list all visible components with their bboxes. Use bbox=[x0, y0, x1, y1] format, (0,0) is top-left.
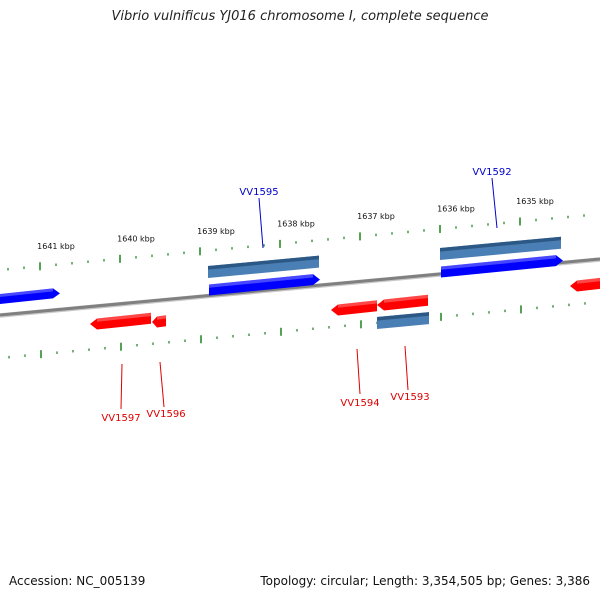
kbp-label: 1635 kbp bbox=[516, 197, 554, 206]
gene-arrow-vv1594-body bbox=[331, 300, 377, 316]
gene-label-vv1593: VV1593 bbox=[390, 392, 429, 403]
gene-leader-line bbox=[159, 361, 165, 408]
gene-arrow-vv1593 bbox=[377, 294, 428, 311]
gene-arrow-vv1597-highlight bbox=[97, 312, 151, 322]
gene-arrow-vv1594 bbox=[331, 300, 377, 316]
inner-tick-track bbox=[8, 302, 586, 359]
gene-labels: VV1595 VV1592 VV1597 VV1596 VV1594 VV1593 bbox=[101, 167, 511, 424]
gene-arrow-vv1595-highlight bbox=[209, 274, 313, 288]
accession-text: Accession: NC_005139 bbox=[9, 574, 146, 588]
gene-arrow-left-edge-highlight bbox=[0, 288, 53, 297]
gene-label-vv1592: VV1592 bbox=[472, 167, 511, 178]
cds-bar-vv1592 bbox=[440, 236, 561, 260]
gene-arrow-left-edge bbox=[0, 288, 60, 304]
feature-track bbox=[0, 236, 600, 330]
kbp-label: 1639 kbp bbox=[197, 227, 235, 236]
cds-bar-vv1595-shade bbox=[208, 255, 319, 270]
gene-label-vv1596: VV1596 bbox=[146, 409, 185, 420]
gene-arrow-vv1597-body bbox=[90, 312, 151, 330]
gene-arrow-vv1596 bbox=[152, 315, 166, 328]
gene-leader-line bbox=[356, 348, 361, 395]
gene-arrow-vv1594-highlight bbox=[338, 300, 377, 308]
gene-arrow-vv1596-highlight bbox=[157, 315, 166, 320]
cds-bar-vv1593-shade bbox=[377, 312, 429, 321]
kbp-label: 1640 kbp bbox=[117, 234, 155, 243]
gene-arrow-vv1596-body bbox=[152, 315, 166, 328]
gene-arrow-vv1597 bbox=[90, 312, 151, 330]
gene-label-vv1594: VV1594 bbox=[340, 398, 379, 409]
gene-arrow-right-edge bbox=[570, 277, 600, 292]
kbp-label: 1641 kbp bbox=[37, 242, 75, 251]
gene-arrow-vv1592 bbox=[441, 255, 563, 278]
gene-leader-line bbox=[491, 177, 498, 229]
gene-arrow-vv1593-body bbox=[377, 294, 428, 311]
gene-leader-line bbox=[120, 363, 123, 410]
gene-arrow-left-edge-body bbox=[0, 288, 60, 304]
gene-arrow-right-edge-body bbox=[570, 277, 600, 292]
gene-label-vv1595: VV1595 bbox=[239, 187, 278, 198]
kbp-labels: 1641 kbp 1640 kbp 1639 kbp 1638 kbp 1637 kbp… bbox=[37, 197, 554, 251]
gene-arrow-vv1595-body bbox=[209, 274, 320, 296]
gene-arrow-vv1592-highlight bbox=[441, 255, 556, 270]
gene-arrow-vv1593-highlight bbox=[384, 294, 428, 303]
kbp-label: 1636 kbp bbox=[437, 204, 475, 213]
cds-bar-vv1595 bbox=[208, 255, 319, 278]
map-title: Vibrio vulnificus YJ016 chromosome I, co… bbox=[111, 9, 489, 24]
gene-arrow-vv1592-body bbox=[441, 255, 563, 278]
kbp-label: 1638 kbp bbox=[277, 219, 315, 228]
cds-bar-vv1593 bbox=[377, 312, 429, 329]
topology-summary: Topology: circular; Length: 3,354,505 bp… bbox=[260, 574, 590, 588]
outer-tick-track bbox=[7, 214, 585, 271]
gene-leader-line bbox=[258, 197, 264, 249]
gene-arrow-right-edge-highlight bbox=[577, 277, 600, 284]
kbp-label: 1637 kbp bbox=[357, 212, 395, 221]
gene-label-vv1597: VV1597 bbox=[101, 413, 140, 424]
cds-bar-vv1592-shade bbox=[440, 236, 561, 252]
gene-arrow-vv1595 bbox=[209, 274, 320, 296]
gene-leader-line bbox=[404, 345, 409, 391]
